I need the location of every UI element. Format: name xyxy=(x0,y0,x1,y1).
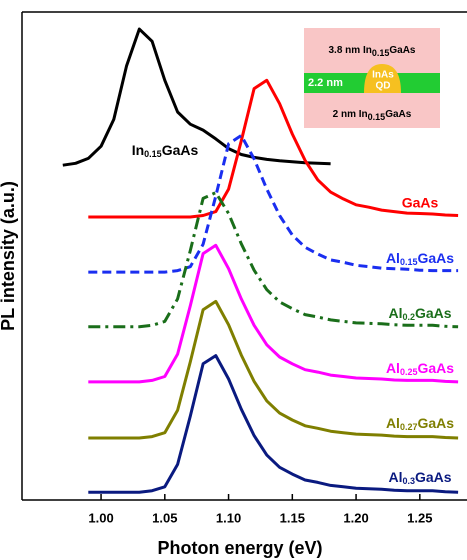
series-line xyxy=(88,191,459,329)
x-tick-label: 1.25 xyxy=(407,510,432,525)
x-axis-label: Photon energy (eV) xyxy=(157,538,322,558)
y-axis-label: PL intensity (a.u.) xyxy=(0,181,18,331)
inset-top-label: 3.8 nm In0.15GaAs xyxy=(328,45,415,59)
x-tick-label: 1.15 xyxy=(280,510,305,525)
series-label: Al0.2GaAs xyxy=(388,305,451,323)
series-label: Al0.25GaAs xyxy=(386,360,454,378)
series-line xyxy=(88,78,459,219)
series-line xyxy=(88,134,459,274)
x-tick-label: 1.05 xyxy=(152,510,177,525)
series-line xyxy=(62,27,331,167)
series-label: In0.15GaAs xyxy=(132,142,199,160)
x-tick-label: 1.20 xyxy=(343,510,368,525)
inset-bottom-label: 2 nm In0.15GaAs xyxy=(333,109,412,123)
series-label: Al0.3GaAs xyxy=(388,469,451,487)
series-label: GaAs xyxy=(402,195,439,211)
series-line xyxy=(88,243,459,384)
series-line xyxy=(88,299,459,440)
x-tick-label: 1.00 xyxy=(88,510,113,525)
inset-dot-label: QD xyxy=(376,81,391,92)
inset-well-label: 2.2 nm xyxy=(308,77,343,89)
series-label: Al0.27GaAs xyxy=(386,415,454,433)
series-line xyxy=(88,354,459,494)
inset: 3.8 nm In0.15GaAs 2.2 nm InAs QD 2 nm In… xyxy=(304,28,440,128)
series-label: Al0.15GaAs xyxy=(386,250,454,268)
inset-dot-label: InAs xyxy=(372,70,394,81)
x-tick-label: 1.10 xyxy=(216,510,241,525)
inset-dot xyxy=(364,64,401,93)
